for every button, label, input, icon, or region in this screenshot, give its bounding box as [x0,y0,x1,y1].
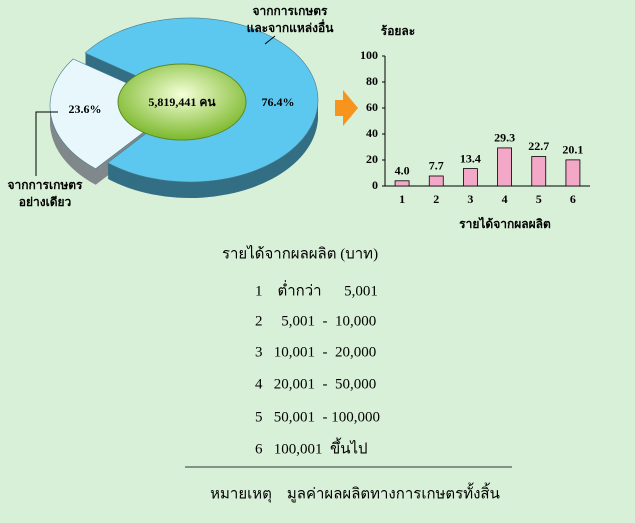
data-label: 22.7 [528,139,549,153]
pie-chart: 5,819,441 คน 76.4%23.6%จากการเกษตรและจากแ… [8,4,335,209]
y-tick-label: 40 [366,126,378,140]
pie-value-label: 23.6% [69,102,102,116]
pie-category-label: และจากแหล่งอื่น [247,19,335,35]
pie-center-label: 5,819,441 คน [148,95,216,109]
bar [497,147,512,187]
leader-line [35,111,58,176]
legend: รายได้จากผลผลิต (บาท) 1 ต่ำกว่า 5,001 2 5,… [185,244,512,503]
bar [565,159,581,187]
arrow [335,90,358,126]
leader-line [264,35,276,45]
legend-note: หมายเหตุ มูลค่าผลผลิตทางการเกษตรทั้งสิ้น [210,482,500,503]
pie-category-label: จากการเกษตร [253,4,329,18]
y-tick-label: 0 [372,178,378,192]
bar-chart: ร้อยละ 0 20 40 60 80 100 4.0 1 7.7 2 13.4 3 29.3 4 22.7… [360,24,590,231]
pie-category-label: จากการเกษตร [8,178,84,192]
data-label: 29.3 [494,131,515,145]
data-label: 20.1 [562,143,583,157]
y-tick-label: 20 [366,152,378,166]
legend-row: 3 10,001 - 20,000 [255,344,376,360]
x-tick-label: 3 [467,192,473,206]
pie-value-label: 76.4% [262,95,295,109]
legend-row: 4 20,001 - 50,000 [255,376,376,392]
y-tick-label: 100 [360,48,378,62]
bar [531,156,547,187]
x-axis-label: รายได้จากผลผลิต [459,216,551,231]
x-tick-label: 4 [502,192,508,206]
pie-slice [49,58,179,170]
pie-center [117,63,247,141]
data-label: 7.7 [429,159,444,173]
bar [428,175,444,187]
legend-row: 2 5,001 - 10,000 [255,313,376,329]
y-tick-label: 80 [366,74,378,88]
data-label: 13.4 [460,151,481,165]
pie-category-label: อย่างเดียว [19,195,72,209]
bar [394,180,410,187]
legend-row: 5 50,001 - 100,000 [255,409,380,425]
y-axis-label: ร้อยละ [381,24,415,38]
legend-row: 1 ต่ำกว่า 5,001 [255,279,378,299]
legend-row: 6 100,001 ขึ้นไป [255,437,368,457]
x-tick-label: 6 [570,192,576,206]
legend-title: รายได้จากผลผลิต (บาท) [222,244,378,262]
data-label: 4.0 [395,164,410,178]
y-tick-label: 60 [366,100,378,114]
x-tick-label: 2 [433,192,439,206]
x-tick-label: 5 [536,192,542,206]
x-tick-label: 1 [399,192,405,206]
bar [463,168,478,187]
